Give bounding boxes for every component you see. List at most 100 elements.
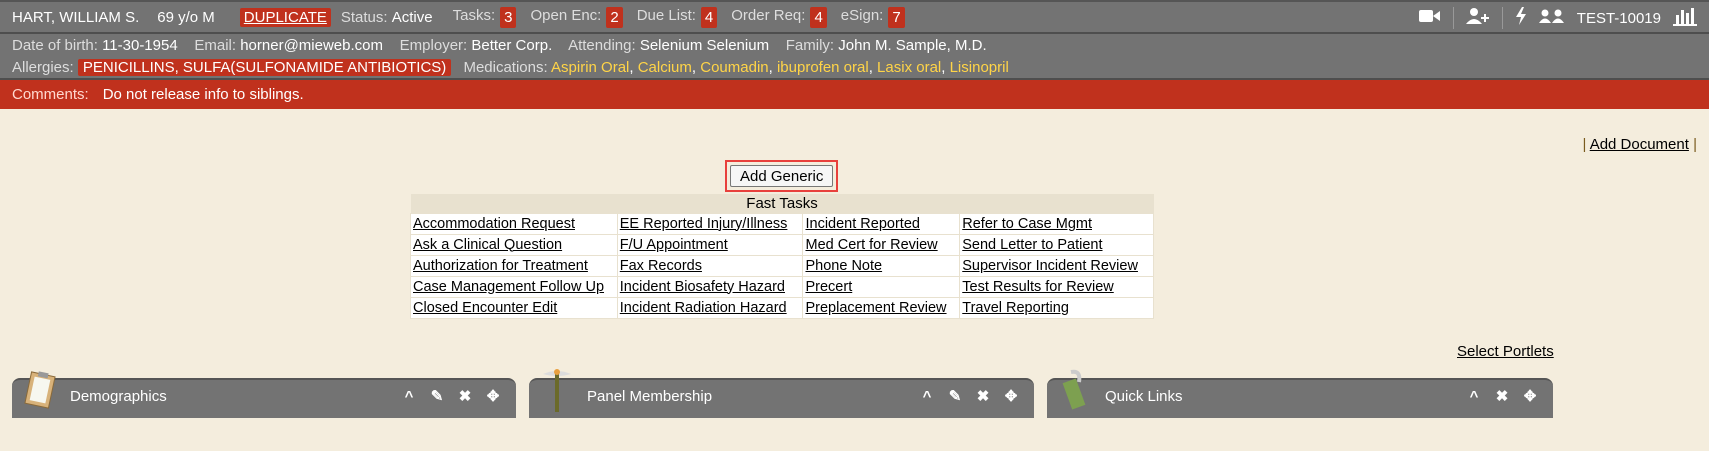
collapse-icon[interactable]: ^ xyxy=(404,388,414,405)
fast-task-link[interactable]: Ask a Clinical Question xyxy=(413,236,563,253)
medication-item: Calcium xyxy=(637,59,692,76)
table-cell: EE Reported Injury/Illness xyxy=(616,212,804,235)
status-value: Active xyxy=(391,8,433,26)
portlet-title: Demographics xyxy=(70,388,167,405)
table-cell: Incident Reported xyxy=(802,212,961,235)
portlet-title: Panel Membership xyxy=(587,388,713,405)
count-badge[interactable]: 4 xyxy=(810,6,827,28)
lightning-icon[interactable] xyxy=(1515,7,1527,29)
clipboard-icon xyxy=(22,368,58,412)
collapse-icon[interactable]: ^ xyxy=(922,388,932,405)
close-icon[interactable]: ✖ xyxy=(1495,388,1509,405)
fast-task-link[interactable]: Test Results for Review xyxy=(962,278,1114,295)
table-row: Authorization for Treatment Fax Records Ph… xyxy=(410,254,1154,277)
divider xyxy=(1501,7,1503,29)
add-generic-button[interactable]: Add Generic xyxy=(730,165,834,187)
users-icon[interactable] xyxy=(1538,8,1565,28)
medication-item: Aspirin Oral xyxy=(551,59,630,76)
collapse-icon[interactable]: ^ xyxy=(1469,388,1479,405)
table-cell: Refer to Case Mgmt xyxy=(959,212,1154,235)
patient-details: Date of birth: 11-30-1954 Email: horner@… xyxy=(0,34,1709,80)
comments-text: Do not release info to siblings. xyxy=(102,86,304,103)
table-cell: Send Letter to Patient xyxy=(959,233,1154,256)
move-icon[interactable]: ✥ xyxy=(486,388,500,405)
attending-value: Selenium Selenium xyxy=(639,37,770,54)
table-cell: Preplacement Review xyxy=(802,296,961,319)
fast-task-link[interactable]: Preplacement Review xyxy=(805,299,947,316)
allergies-value: PENICILLINS, SULFA(SULFONAMIDE ANTIBIOTI… xyxy=(77,59,452,76)
employer-label: Employer: xyxy=(399,37,468,54)
attending-label: Attending: xyxy=(568,37,636,54)
table-cell: Med Cert for Review xyxy=(802,233,961,256)
close-icon[interactable]: ✖ xyxy=(458,388,472,405)
add-user-icon[interactable] xyxy=(1465,7,1490,29)
fast-task-link[interactable]: Fax Records xyxy=(619,257,702,274)
table-cell: Authorization for Treatment xyxy=(410,254,618,277)
fast-task-link[interactable]: Authorization for Treatment xyxy=(413,257,588,274)
fast-task-link[interactable]: Refer to Case Mgmt xyxy=(962,215,1092,232)
video-icon[interactable] xyxy=(1418,8,1441,28)
separator: , xyxy=(768,59,777,76)
table-cell: F/U Appointment xyxy=(616,233,804,256)
family-label: Family: xyxy=(785,37,835,54)
patient-age-sex: 69 y/o M xyxy=(157,8,215,26)
fast-task-link[interactable]: F/U Appointment xyxy=(619,236,728,253)
table-cell: Incident Biosafety Hazard xyxy=(616,275,804,298)
chart-icon[interactable] xyxy=(1673,6,1697,30)
table-cell: Supervisor Incident Review xyxy=(959,254,1154,277)
fast-tasks-table: Fast Tasks Accommodation Request EE Repor… xyxy=(410,194,1154,319)
status-label: Status: xyxy=(340,8,388,26)
fast-task-link[interactable]: Incident Reported xyxy=(805,215,920,232)
move-icon[interactable]: ✥ xyxy=(1004,388,1018,405)
divider xyxy=(1452,7,1454,29)
fast-task-link[interactable]: Closed Encounter Edit xyxy=(413,299,558,316)
fast-task-link[interactable]: Incident Biosafety Hazard xyxy=(619,278,785,295)
edit-icon[interactable]: ✎ xyxy=(948,388,962,405)
add-document-link[interactable]: Add Document xyxy=(1589,136,1689,153)
table-row: Accommodation Request EE Reported Injury/… xyxy=(410,212,1154,235)
table-row: Closed Encounter Edit Incident Radiation … xyxy=(410,296,1154,319)
fast-task-link[interactable]: EE Reported Injury/Illness xyxy=(619,215,788,232)
patient-id: TEST-10019 xyxy=(1576,9,1661,27)
count-label: Tasks: xyxy=(452,6,496,24)
portlet-demographics: Demographics ^ ✎ ✖ ✥ xyxy=(12,371,516,418)
close-icon[interactable]: ✖ xyxy=(976,388,990,405)
select-portlets-link[interactable]: Select Portlets xyxy=(1457,343,1554,360)
table-row: Ask a Clinical Question F/U Appointment Me… xyxy=(410,233,1154,256)
table-cell: Phone Note xyxy=(802,254,961,277)
fast-task-link[interactable]: Accommodation Request xyxy=(413,215,575,232)
medication-item: Lisinopril xyxy=(949,59,1009,76)
move-icon[interactable]: ✥ xyxy=(1523,388,1537,405)
duplicate-link[interactable]: DUPLICATE xyxy=(239,7,331,27)
fast-task-link[interactable]: Supervisor Incident Review xyxy=(962,257,1138,274)
fast-task-link[interactable]: Incident Radiation Hazard xyxy=(619,299,787,316)
email-label: Email: xyxy=(194,37,237,54)
fast-task-link[interactable]: Precert xyxy=(805,278,853,295)
table-cell: Test Results for Review xyxy=(959,275,1154,298)
edit-icon[interactable]: ✎ xyxy=(430,388,444,405)
medication-item: Lasix oral xyxy=(877,59,942,76)
family-value: John M. Sample, M.D. xyxy=(838,37,987,54)
count-label: Due List: xyxy=(636,6,696,24)
count-badge[interactable]: 2 xyxy=(606,6,623,28)
comments-label: Comments: xyxy=(12,86,89,103)
table-cell: Travel Reporting xyxy=(959,296,1154,319)
money-clip-icon xyxy=(1057,368,1093,412)
fast-task-link[interactable]: Med Cert for Review xyxy=(805,236,938,253)
patient-header: HART, WILLIAM S. 69 y/o M DUPLICATE Stat… xyxy=(0,0,1709,34)
caduceus-icon xyxy=(539,368,575,412)
fast-task-link[interactable]: Phone Note xyxy=(805,257,883,274)
count-badge[interactable]: 4 xyxy=(700,6,718,28)
count-label: Open Enc: xyxy=(530,6,602,24)
count-badge[interactable]: 7 xyxy=(888,6,905,28)
count-badge[interactable]: 3 xyxy=(500,6,517,28)
table-cell: Precert xyxy=(802,275,961,298)
count-label: Order Req: xyxy=(731,6,806,24)
table-cell: Incident Radiation Hazard xyxy=(616,296,804,319)
allergies-label: Allergies: xyxy=(12,59,74,76)
dob-label: Date of birth: xyxy=(12,37,98,54)
patient-name: HART, WILLIAM S. xyxy=(12,8,140,26)
fast-task-link[interactable]: Send Letter to Patient xyxy=(962,236,1103,253)
fast-task-link[interactable]: Case Management Follow Up xyxy=(413,278,605,295)
fast-task-link[interactable]: Travel Reporting xyxy=(962,299,1069,316)
